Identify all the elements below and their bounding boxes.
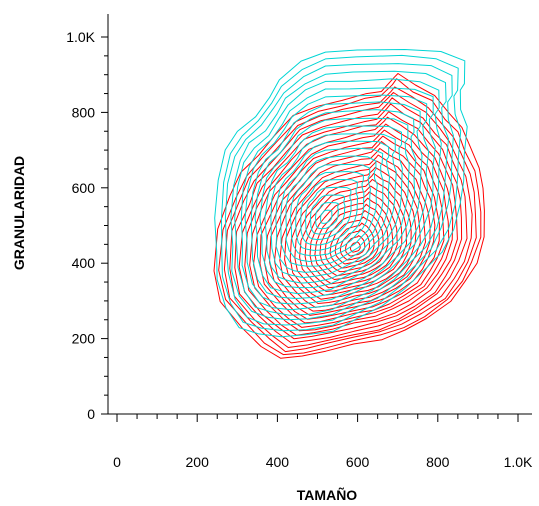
contour-line	[213, 73, 485, 359]
y-tick-label: 1.0K	[66, 29, 95, 45]
x-tick-label: 0	[113, 454, 121, 470]
contour-line	[309, 191, 398, 285]
x-tick-label: 600	[346, 454, 370, 470]
x-tick-label: 1.0K	[504, 454, 533, 470]
contour-line	[249, 116, 454, 332]
y-tick-label: 800	[72, 104, 96, 120]
contour-line	[275, 140, 390, 273]
contour-line	[350, 241, 361, 253]
contour-line	[223, 86, 477, 353]
contour-line	[294, 172, 412, 296]
x-tick-label: 400	[266, 454, 290, 470]
contour-line	[259, 129, 445, 324]
contour-line	[284, 160, 421, 304]
y-tick-labels: 0 200 400 600 800 1.0K	[66, 29, 95, 422]
x-tick-label: 200	[186, 454, 210, 470]
contour-line	[214, 49, 468, 338]
contour-plot-area	[213, 49, 485, 359]
contour-line	[264, 125, 403, 284]
contour-line	[240, 87, 436, 311]
contour-line	[285, 155, 378, 262]
y-tick-label: 400	[72, 255, 96, 271]
x-tick-label: 800	[426, 454, 450, 470]
contour-line	[259, 117, 410, 289]
contour-line	[320, 209, 333, 224]
contour-series	[213, 73, 485, 359]
contour-line	[295, 171, 365, 251]
contour-line	[224, 63, 454, 326]
contour-line	[339, 228, 370, 261]
y-axis	[101, 14, 109, 415]
contour-line	[280, 147, 384, 267]
contour-line	[319, 203, 389, 277]
contour-line	[244, 94, 430, 305]
contour-line	[221, 54, 462, 332]
contour-line	[234, 97, 468, 344]
contour-line	[230, 70, 449, 321]
contour-line	[254, 109, 417, 295]
contour-line	[300, 179, 359, 246]
x-axis-title: TAMAÑO	[297, 486, 358, 503]
contour-line	[250, 101, 423, 299]
contour-line	[329, 216, 380, 269]
y-axis-title: GRANULARIDAD	[11, 156, 27, 270]
x-axis	[108, 413, 532, 422]
contour-line	[315, 202, 339, 230]
x-tick-labels: 0 200 400 600 800 1.0K	[113, 454, 533, 470]
contour-line	[234, 78, 442, 316]
contour-line	[229, 92, 473, 348]
contour-line	[309, 194, 346, 235]
contour-line	[264, 135, 440, 320]
contour-line	[289, 163, 371, 257]
contour-line	[304, 186, 352, 241]
y-tick-label: 600	[72, 180, 96, 196]
contour-series	[214, 49, 468, 338]
y-tick-label: 200	[72, 331, 96, 347]
contour-line	[253, 123, 450, 328]
contour-line	[270, 133, 397, 279]
contour-line	[334, 222, 375, 265]
y-tick-label: 0	[87, 406, 95, 422]
